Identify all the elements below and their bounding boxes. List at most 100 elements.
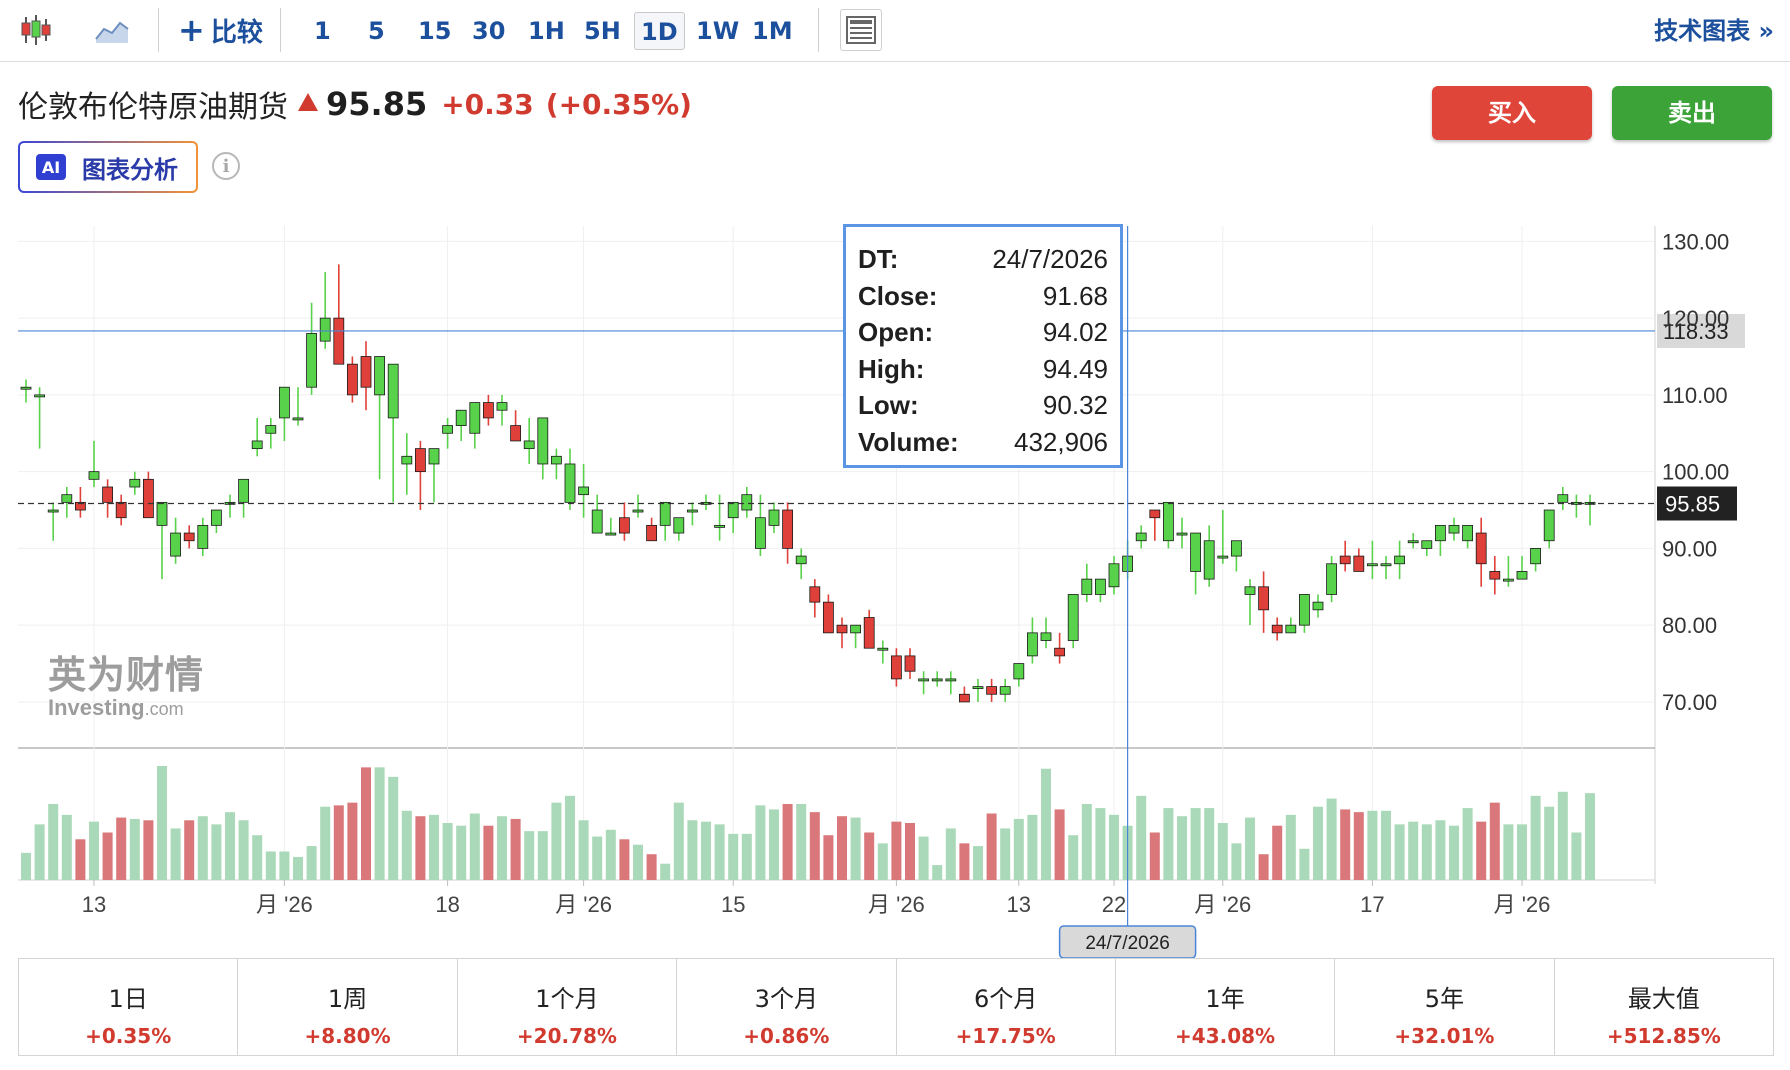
candle-body [34,394,45,398]
candle-body [238,478,250,503]
perf-cell-1m[interactable]: 1个月 +20.78% [458,959,678,1055]
perf-cell-1w[interactable]: 1周 +8.80% [238,959,458,1055]
candle-body [795,555,807,565]
candle-body [20,386,32,390]
compare-button[interactable]: + 比较 [178,10,263,50]
x-tick-label: 13 [82,892,106,917]
volume-bar [850,817,861,880]
perf-cell-1d[interactable]: 1日 +0.35% [19,959,239,1055]
volume-bar [320,806,331,880]
chart-toolbar: + 比较 1 5 15 30 1H 5H 1D 1W 1M 技术图表 » [0,0,1790,62]
volume-bar [1435,820,1446,880]
volume-bar [157,766,167,880]
tooltip-value: 91.68 [1042,280,1108,311]
perf-cell-3m[interactable]: 3个月 +0.86% [677,959,897,1055]
volume-bar [701,821,711,880]
timeframe-5h[interactable]: 5H [584,17,621,45]
candle-body [510,425,522,442]
candle-body [605,532,617,536]
candle-body [1312,601,1324,611]
perf-cell-5y[interactable]: 5年 +32.01% [1335,959,1555,1055]
candle-body [727,501,739,519]
volume-bar [905,823,915,880]
volume-bar [1476,821,1487,880]
volume-bar [388,776,399,880]
candle-body [972,686,984,689]
volume-bar [1394,824,1405,880]
timeframe-1d[interactable]: 1D [634,12,685,50]
volume-bar [306,846,317,880]
x-tick-label: 月 '26 [868,892,925,917]
volume-bar [1340,809,1351,880]
volume-bar [837,816,847,880]
perf-label: 6个月 [974,985,1038,1013]
perf-value: +8.80% [304,1024,391,1048]
perf-value: +32.01% [1394,1024,1495,1048]
x-tick-label: 15 [721,892,745,917]
candle-body [469,402,481,434]
volume-bar [75,839,86,880]
volume-bar [34,824,45,880]
x-tick-label: 月 '26 [256,892,313,917]
timeframe-30[interactable]: 30 [472,17,506,45]
timeframe-1w[interactable]: 1W [696,17,740,45]
timeframe-1[interactable]: 1 [314,17,331,45]
perf-cell-max[interactable]: 最大值 +512.85% [1555,959,1773,1055]
price-change: +0.33 [441,87,534,121]
candle-body [1231,540,1242,557]
volume-bar [129,818,140,880]
timeframe-1m[interactable]: 1M [752,17,793,45]
volume-bar [265,851,276,880]
ai-chart-analysis-button[interactable]: AI 图表分析 [18,141,198,193]
info-icon[interactable]: i [212,152,240,180]
candle-body [904,655,916,672]
perf-value: +0.86% [743,1024,830,1048]
area-chart-icon[interactable] [90,10,134,50]
candle-body [1435,524,1446,542]
perf-label: 5年 [1424,985,1465,1013]
volume-bar [809,812,820,880]
perf-cell-6m[interactable]: 6个月 +17.75% [897,959,1116,1055]
candle-body [319,317,331,342]
candlesticks [20,264,1596,703]
timeframe-15[interactable]: 15 [418,17,452,45]
volume-bar [687,820,698,880]
toolbar-divider [158,8,159,52]
candle-body [632,509,644,513]
perf-label: 最大值 [1627,985,1700,1013]
tooltip-row-volume: Volume: 432,906 [858,424,1108,461]
volume-bar [1571,832,1582,880]
volume-bar [1326,798,1337,880]
candle-body [1122,555,1133,572]
timeframe-5[interactable]: 5 [368,17,385,45]
candle-body [1203,540,1215,580]
perf-value: +17.75% [955,1024,1056,1048]
candle-body [1475,532,1487,565]
volume-bar [728,833,739,880]
volume-bar [782,804,793,880]
y-tick-label: 130.00 [1662,229,1729,254]
candlestick-icon[interactable] [14,10,58,50]
sell-button[interactable]: 卖出 [1612,86,1772,140]
candle-body [292,417,304,421]
tooltip-row-low: Low: 90.32 [858,387,1108,424]
timeframe-1h[interactable]: 1H [528,17,565,45]
perf-cell-1y[interactable]: 1年 +43.08% [1116,959,1336,1055]
volume-bar [374,767,385,880]
volume-bar [347,802,358,880]
tech-chart-link[interactable]: 技术图表 » [1654,17,1774,45]
volume-bar [1163,808,1174,880]
candle-body [1013,663,1025,680]
candle-body [1244,586,1256,595]
x-tick-label: 月 '26 [555,892,612,917]
crosshair-price-label: 118.33 [1663,319,1729,344]
y-tick-label: 90.00 [1662,536,1717,561]
layout-icon[interactable] [840,9,882,51]
volume-bar [61,814,72,880]
candle-body [863,617,875,649]
candle-body [1339,555,1351,565]
candle-body [156,501,168,526]
buy-button[interactable]: 买入 [1432,86,1592,140]
volume-bar [1027,814,1038,880]
